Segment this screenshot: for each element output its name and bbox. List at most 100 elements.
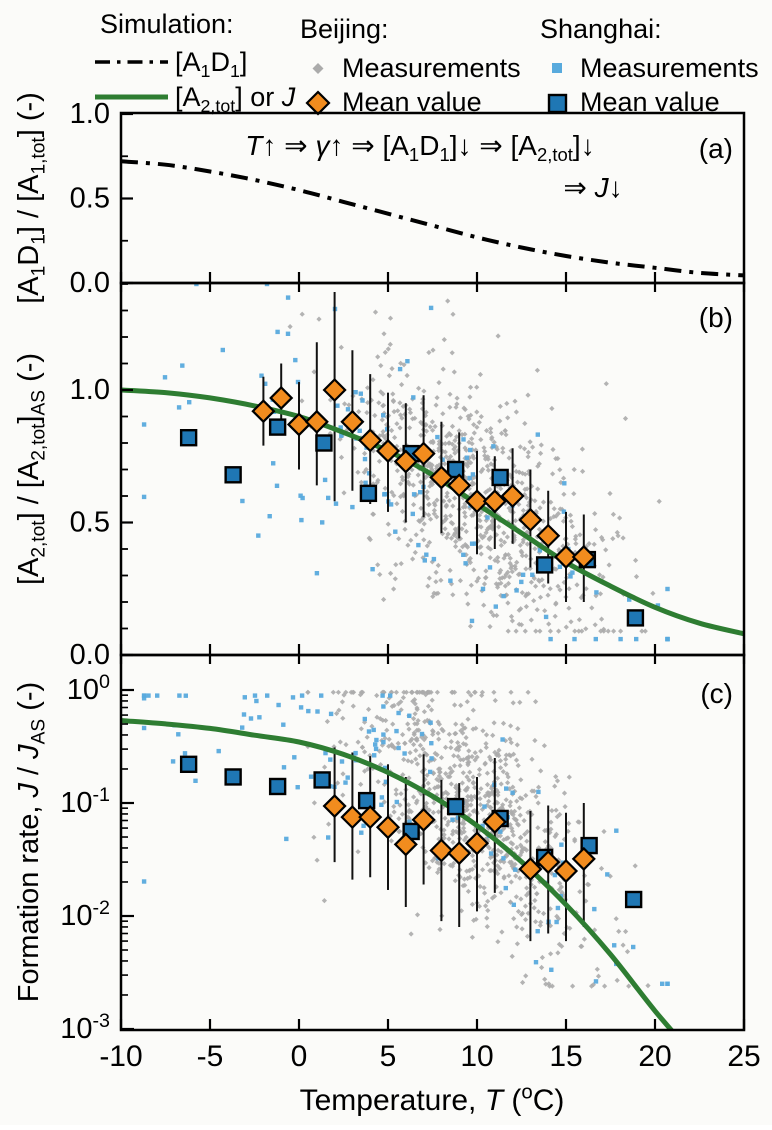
beijing-measurement-point	[394, 501, 400, 507]
beijing-measurement-point	[468, 384, 474, 390]
shanghai-measurement-point	[514, 588, 519, 593]
beijing-measurement-point	[523, 917, 529, 923]
shanghai-measurement-point	[382, 492, 387, 497]
beijing-measurement-point	[570, 983, 576, 989]
beijing-measurement-point	[412, 711, 418, 717]
beijing-measurement-point	[379, 417, 385, 423]
beijing-measurement-point	[436, 784, 442, 790]
beijing-measurement-point	[483, 568, 489, 574]
beijing-measurement-point	[556, 941, 562, 947]
beijing-measurement-point	[531, 905, 537, 911]
beijing-measurement-point	[484, 924, 490, 930]
beijing-measurement-point	[516, 621, 522, 627]
beijing-measurement-point	[356, 409, 362, 415]
beijing-measurement-point	[384, 422, 390, 428]
shanghai-measurement-point	[146, 693, 151, 698]
shanghai-mean-point	[359, 484, 378, 503]
beijing-measurement-point	[468, 412, 474, 418]
shanghai-measurement-point	[488, 851, 494, 856]
beijing-measurement-point	[421, 388, 427, 394]
shanghai-measurement-point	[554, 919, 559, 925]
beijing-measurement-point	[469, 866, 475, 872]
beijing-measurement-point	[505, 835, 511, 841]
panel-a-annotation-line2: ⇒ J↓	[563, 172, 622, 203]
shanghai-measurement-point	[388, 693, 393, 698]
beijing-measurement-point	[483, 489, 489, 495]
shanghai-measurement-point	[463, 561, 468, 566]
beijing-measurement-point	[562, 804, 568, 810]
shanghai-mean-point	[268, 777, 287, 796]
beijing-measurement-point	[321, 898, 327, 904]
beijing-measurement-point	[386, 532, 392, 538]
beijing-measurement-point	[428, 707, 435, 713]
beijing-measurement-point	[501, 825, 507, 831]
beijing-measurement-point	[518, 842, 524, 848]
beijing-measurement-point	[398, 707, 404, 713]
beijing-measurement-point	[525, 392, 531, 398]
shanghai-measurement-point	[241, 712, 247, 717]
beijing-measurement-point	[410, 556, 416, 562]
beijing-measurement-point	[362, 749, 368, 755]
beijing-measurement-point	[399, 415, 405, 421]
shanghai-measurement-point	[298, 493, 303, 498]
shanghai-measurement-point	[371, 727, 376, 733]
beijing-measurement-point	[453, 783, 459, 789]
beijing-mean-point	[340, 409, 365, 434]
beijing-measurement-point	[503, 853, 510, 859]
beijing-measurement-point	[614, 529, 620, 536]
shanghai-measurement-point	[320, 520, 325, 525]
beijing-measurement-point	[483, 530, 489, 536]
beijing-measurement-point	[440, 448, 446, 454]
shanghai-measurement-point	[350, 504, 355, 510]
beijing-measurement-point	[452, 878, 458, 884]
beijing-measurement-point	[470, 774, 476, 780]
shanghai-measurement-point	[513, 867, 518, 872]
beijing-measurement-point	[522, 492, 528, 498]
shanghai-measurement-point	[468, 447, 473, 453]
beijing-mean-point	[571, 544, 596, 570]
beijing-measurement-point	[503, 756, 509, 762]
beijing-measurement-point	[443, 771, 449, 777]
beijing-measurement-point	[395, 740, 401, 746]
beijing-measurement-point	[517, 795, 523, 801]
shanghai-measurement-point	[299, 693, 305, 698]
beijing-measurement-point	[423, 751, 429, 757]
beijing-measurement-point	[404, 372, 410, 379]
panel-a-annotation-line1: T↑ ⇒ γ↑ ⇒ [A1D1]↓ ⇒ [A2,tot]↓	[245, 130, 594, 165]
legend-beijing-measurement-marker	[312, 63, 324, 74]
shanghai-measurement-point	[326, 835, 331, 840]
shanghai-measurement-point	[361, 823, 366, 828]
beijing-measurement-point	[507, 555, 513, 561]
beijing-measurement-point	[488, 757, 494, 763]
shanghai-measurement-point	[665, 586, 670, 592]
beijing-measurement-point	[316, 316, 322, 322]
legend-sim-a1d1-label: [A1D1]	[175, 47, 247, 81]
beijing-measurement-point	[484, 915, 490, 921]
beijing-measurement-point	[446, 498, 452, 504]
shanghai-measurement-point	[503, 885, 508, 891]
beijing-measurement-point	[441, 337, 447, 343]
shanghai-measurement-point	[328, 757, 333, 762]
beijing-measurement-point	[450, 311, 456, 317]
beijing-measurement-point	[496, 747, 502, 753]
beijing-measurement-point	[340, 792, 346, 798]
beijing-measurement-point	[514, 798, 520, 804]
beijing-measurement-point	[437, 926, 443, 933]
shanghai-measurement-point	[533, 960, 539, 965]
beijing-measurement-point	[459, 526, 465, 532]
beijing-measurement-point	[547, 586, 553, 592]
beijing-measurement-point	[541, 910, 547, 917]
shanghai-measurement-point	[498, 829, 503, 834]
beijing-measurement-point	[421, 737, 427, 743]
beijing-measurement-point	[485, 838, 491, 844]
beijing-measurement-point	[617, 515, 623, 521]
beijing-measurement-point	[484, 428, 490, 434]
shanghai-measurement-point	[470, 472, 476, 477]
panel-c-frame	[119, 653, 746, 1032]
beijing-measurement-point	[380, 391, 386, 397]
beijing-measurement-point	[478, 551, 484, 557]
shanghai-measurement-point	[627, 597, 632, 602]
shanghai-measurement-point	[374, 737, 379, 743]
beijing-measurement-point	[440, 728, 446, 734]
